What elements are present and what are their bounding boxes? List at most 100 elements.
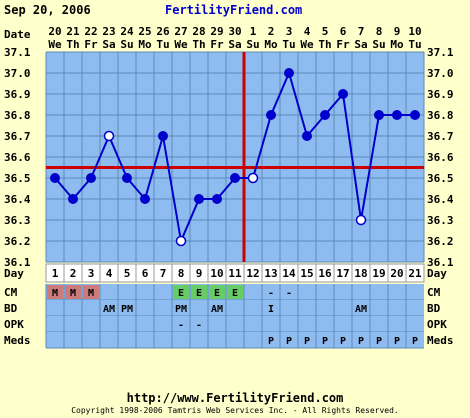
- y-tick-label-right: 37.0: [427, 67, 454, 80]
- observation-cell-value: AM: [103, 304, 115, 315]
- observation-cell-value: E: [196, 288, 202, 299]
- cycle-day-label: 6: [142, 267, 149, 280]
- y-tick-label-right: 36.5: [427, 172, 454, 185]
- observation-cell-value: P: [340, 336, 346, 347]
- y-tick-label-right: 36.2: [427, 235, 454, 248]
- date-label: 5: [322, 25, 329, 38]
- cycle-day-label: 1: [52, 267, 59, 280]
- observation-row-label: OPK: [4, 318, 24, 331]
- cycle-day-label: 12: [246, 267, 259, 280]
- weekday-label: Mo: [138, 38, 152, 51]
- temperature-point: [230, 173, 240, 183]
- cycle-day-label: 8: [178, 267, 185, 280]
- observation-row-label-right: CM: [427, 286, 441, 299]
- y-tick-label-right: 37.1: [427, 46, 454, 59]
- y-tick-label-left: 36.8: [4, 109, 31, 122]
- observation-cell-fill: [65, 285, 81, 299]
- temperature-point: [284, 68, 294, 78]
- observation-cell-value: -: [196, 320, 202, 331]
- observation-cell-value: M: [88, 288, 94, 299]
- temperature-point: [86, 173, 96, 183]
- observation-cell-value: P: [376, 336, 382, 347]
- cycle-day-label: 7: [160, 267, 167, 280]
- y-tick-label-left: 36.6: [4, 151, 31, 164]
- weekday-label: Su: [120, 38, 133, 51]
- cycle-day-label: 17: [336, 267, 349, 280]
- temperature-point-open: [175, 235, 187, 247]
- weekday-label: Mo: [264, 38, 278, 51]
- cycle-day-label: 3: [88, 267, 95, 280]
- observation-cell-value: PM: [121, 304, 133, 315]
- y-tick-label-right: 36.4: [427, 193, 454, 206]
- temperature-point: [68, 194, 78, 204]
- observation-cell-value: P: [322, 336, 328, 347]
- weekday-label: We: [48, 38, 62, 51]
- y-tick-label-left: 36.2: [4, 235, 31, 248]
- date-label: 4: [304, 25, 311, 38]
- temperature-point: [158, 131, 168, 141]
- weekday-label: Fr: [336, 38, 350, 51]
- cycle-day-label: 9: [196, 267, 203, 280]
- y-tick-label-left: 37.1: [4, 46, 31, 59]
- temperature-point-open: [355, 214, 367, 226]
- temperature-point-open: [247, 172, 259, 184]
- weekday-label: We: [300, 38, 314, 51]
- observation-cell-value: -: [178, 320, 184, 331]
- weekday-label: Tu: [282, 38, 295, 51]
- date-label: 7: [358, 25, 365, 38]
- observation-cell-fill: [83, 285, 99, 299]
- weekday-label: Th: [318, 38, 331, 51]
- observation-cell-value: P: [286, 336, 292, 347]
- y-tick-label-left: 36.4: [4, 193, 31, 206]
- cycle-day-label: 18: [354, 267, 367, 280]
- y-tick-label-right: 36.8: [427, 109, 454, 122]
- day-row-label: Day: [4, 267, 24, 280]
- observation-cell-value: E: [232, 288, 238, 299]
- observation-cell-value: P: [304, 336, 310, 347]
- observation-cell-value: P: [358, 336, 364, 347]
- weekday-label: Tu: [408, 38, 421, 51]
- temperature-point: [140, 194, 150, 204]
- cycle-day-label: 15: [300, 267, 313, 280]
- cycle-day-label: 20: [390, 267, 403, 280]
- date-label: 25: [138, 25, 151, 38]
- site-title[interactable]: FertilityFriend.com: [165, 3, 303, 17]
- date-label: 20: [48, 25, 61, 38]
- observation-cell-fill: [173, 285, 189, 299]
- date-label: 21: [66, 25, 80, 38]
- cycle-day-label: 16: [318, 267, 332, 280]
- weekday-label: Mo: [390, 38, 404, 51]
- temperature-point: [194, 194, 204, 204]
- date-label: 1: [250, 25, 257, 38]
- observation-cell-value: -: [268, 288, 274, 299]
- date-label: 30: [228, 25, 241, 38]
- chart-date: Sep 20, 2006: [4, 3, 91, 17]
- observation-row-label-right: BD: [427, 302, 441, 315]
- weekday-label: Th: [66, 38, 79, 51]
- date-label: 24: [120, 25, 134, 38]
- temperature-point: [212, 194, 222, 204]
- temperature-point: [122, 173, 132, 183]
- observation-cell-fill: [209, 285, 225, 299]
- footer-url[interactable]: http://www.FertilityFriend.com: [126, 391, 344, 405]
- temperature-point: [374, 110, 384, 120]
- observation-cell-value: P: [268, 336, 274, 347]
- observation-cell-value: PM: [175, 304, 187, 315]
- weekday-label: Th: [192, 38, 205, 51]
- observation-cell-value: AM: [355, 304, 367, 315]
- observation-cell-fill: [47, 285, 63, 299]
- observation-row-bg: [46, 316, 424, 332]
- observation-row-label: CM: [4, 286, 18, 299]
- date-label: 22: [84, 25, 97, 38]
- weekday-label: Fr: [84, 38, 98, 51]
- date-label: 28: [192, 25, 205, 38]
- observation-row-bg: [46, 300, 424, 316]
- date-label: 8: [376, 25, 383, 38]
- cycle-day-label: 10: [210, 267, 223, 280]
- y-tick-label-left: 36.3: [4, 214, 31, 227]
- observation-row-label-right: OPK: [427, 318, 447, 331]
- day-row-label-right: Day: [427, 267, 447, 280]
- cycle-day-label: 4: [106, 267, 113, 280]
- y-tick-label-left: 36.1: [4, 256, 31, 269]
- temperature-point: [392, 110, 402, 120]
